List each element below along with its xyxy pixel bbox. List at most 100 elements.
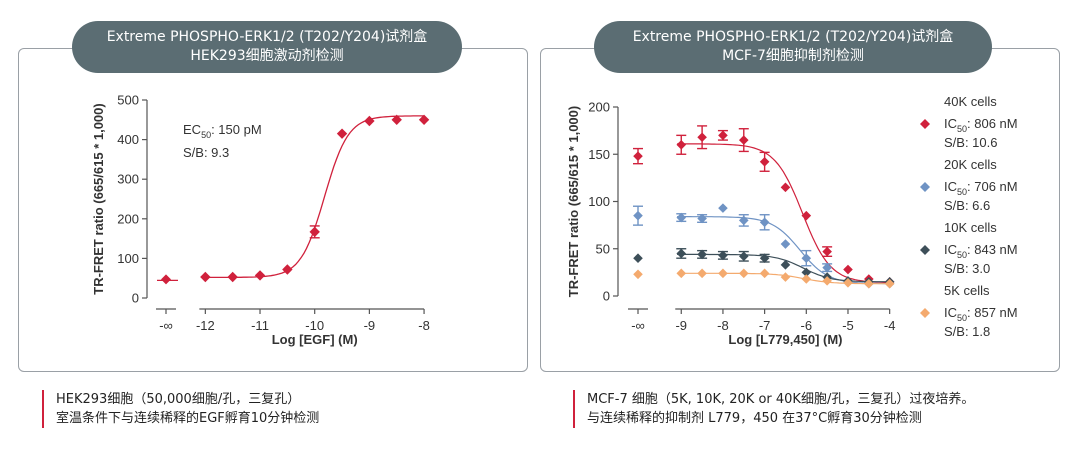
chart1-series0-legend-name: 40K cells <box>944 94 997 109</box>
chart1-series3-point-5 <box>780 272 791 282</box>
chart0-point-8 <box>418 114 430 125</box>
chart0-x-tick-label-2: -10 <box>305 318 324 333</box>
chart1-series1-point-1 <box>697 213 707 224</box>
chart1-series1-legend-marker <box>920 182 930 192</box>
chart1-series1-legend-sb: S/B: 6.6 <box>944 198 990 213</box>
chart1-series2-point-2 <box>718 250 728 261</box>
chart0-x-tick-label-1: -11 <box>251 318 269 333</box>
caption-right: MCF-7 细胞（5K, 10K, 20K or 40K细胞/孔，三复孔）过夜培… <box>573 390 974 428</box>
chart1-series1-point-2 <box>718 203 728 213</box>
chart1-series2-point-6 <box>801 267 812 278</box>
chart1-x-tick-label-3: -6 <box>801 318 813 333</box>
chart0-point-0 <box>200 271 211 283</box>
chart1-series3-point-8 <box>843 277 853 288</box>
chart1-series3-point-9 <box>864 278 874 289</box>
chart1-series3-point-10 <box>884 278 895 289</box>
chart0-y-tick-label-2: 200 <box>117 211 139 226</box>
chart1-series3-point-7 <box>822 276 832 286</box>
chart0-point-4 <box>309 226 320 238</box>
chart-panel-right <box>540 48 1060 372</box>
chart1-series3-point-inf <box>633 269 643 280</box>
chart1-y-tick-label-3: 150 <box>588 147 610 162</box>
chart-title-left-line2: HEK293细胞激动剂检测 <box>190 48 344 64</box>
chart1-series0-legend-ic50: IC50: 806 nM <box>944 116 1018 134</box>
chart1-series3-legend-marker <box>920 308 930 318</box>
chart1-series1-legend-ic50: IC50: 706 nM <box>944 179 1018 197</box>
chart1-x-tick-label-5: -4 <box>884 318 896 333</box>
chart1-series2-legend-marker <box>920 245 930 255</box>
chart1-series1-point-5 <box>780 239 791 249</box>
chart1-series2-point-0 <box>676 248 687 259</box>
chart1-series2-point-5 <box>780 260 791 270</box>
caption-right-line2: 与连续稀释的抑制剂 L779，450 在37°C孵育30分钟检测 <box>587 411 922 426</box>
chart-panel-left <box>18 48 528 372</box>
chart-title-right: Extreme PHOSPHO-ERK1/2 (T202/Y204)试剂盒 MC… <box>594 21 992 73</box>
chart1-y-axis-title: TR-FRET ratio (665/615 * 1,000) <box>566 106 581 297</box>
chart1-series1-point-0 <box>676 212 687 223</box>
chart1-x-tick-label-inf: -∞ <box>631 318 645 333</box>
chart1-y-tick-label-2: 100 <box>588 194 610 209</box>
chart0-point-inf <box>161 274 171 285</box>
caption-left: HEK293细胞（50,000细胞/孔，三复孔） 室温条件下与连续稀释的EGF孵… <box>42 390 319 428</box>
chart1-series1-point-4 <box>759 217 770 228</box>
chart0-point-3 <box>282 264 293 275</box>
chart0-x-tick-label-0: -12 <box>196 318 215 333</box>
chart1-y-tick-label-4: 200 <box>588 100 610 115</box>
chart0-y-axis-title: TR-FRET ratio (665/615 * 1,000) <box>91 103 106 294</box>
chart0-x-axis-title: Log [EGF] (M) <box>272 332 358 347</box>
chart1-series0-legend-sb: S/B: 10.6 <box>944 135 997 150</box>
chart1-series3-point-1 <box>697 268 707 279</box>
chart1-series2-legend-sb: S/B: 3.0 <box>944 261 990 276</box>
chart1-series0-fit-curve <box>677 143 890 284</box>
chart1-series1-point-7 <box>822 262 832 273</box>
chart0-fit-curve <box>205 115 425 279</box>
chart1-series3-point-3 <box>738 268 749 279</box>
chart1-series3-point-6 <box>801 274 812 284</box>
chart-title-right-line2: MCF-7细胞抑制剂检测 <box>722 48 864 64</box>
chart1-series1-point-inf <box>633 210 643 221</box>
chart1-series0-point-1 <box>697 132 707 143</box>
chart1-series1-point-3 <box>738 215 749 226</box>
chart0-y-tick-label-4: 400 <box>117 132 139 147</box>
chart1-series0-legend-marker <box>920 119 930 129</box>
caption-right-line1: MCF-7 细胞（5K, 10K, 20K or 40K细胞/孔，三复孔）过夜培… <box>587 392 975 407</box>
chart1-y-tick-label-0: 0 <box>603 289 610 304</box>
chart0-ec50-label: EC50: 150 pM <box>183 122 262 140</box>
chart1-series2-point-3 <box>738 251 749 262</box>
chart1-series3-point-2 <box>718 268 728 279</box>
chart1-series1-fit-curve <box>677 216 890 285</box>
chart1-x-tick-label-0: -9 <box>675 318 687 333</box>
chart1-series2-point-inf <box>633 253 643 263</box>
chart1-series2-fit-curve <box>677 253 890 283</box>
chart1-series3-point-4 <box>759 268 770 279</box>
chart1-x-tick-label-2: -7 <box>759 318 771 333</box>
chart1-x-tick-label-4: -5 <box>842 318 854 333</box>
chart0-y-tick-label-5: 500 <box>117 93 139 108</box>
chart1-x-axis-title: Log [L779,450] (M) <box>728 332 842 347</box>
chart1-series3-legend-name: 5K cells <box>944 283 990 298</box>
chart1-series2-legend-name: 10K cells <box>944 220 997 235</box>
chart1-series1-legend-name: 20K cells <box>944 157 997 172</box>
chart0-point-5 <box>336 128 348 139</box>
chart1-series0-point-0 <box>676 140 687 150</box>
chart1-y-tick-label-1: 50 <box>596 241 610 256</box>
chart1-series2-point-4 <box>759 253 770 263</box>
chart0-sb-label: S/B: 9.3 <box>183 145 229 160</box>
chart1-series0-point-3 <box>738 135 749 145</box>
chart1-series3-point-0 <box>676 268 687 279</box>
chart1-series0-point-inf <box>633 151 643 161</box>
chart0-point-1 <box>227 271 238 283</box>
chart0-y-tick-label-1: 100 <box>117 251 139 266</box>
chart1-series0-point-8 <box>843 264 853 275</box>
chart1-series2-legend-ic50: IC50: 843 nM <box>944 242 1018 260</box>
chart1-series0-point-5 <box>780 182 791 193</box>
chart0-point-2 <box>254 270 266 281</box>
chart1-x-tick-label-1: -8 <box>717 318 729 333</box>
chart0-y-tick-label-3: 300 <box>117 172 139 187</box>
chart-title-right-line1: Extreme PHOSPHO-ERK1/2 (T202/Y204)试剂盒 <box>632 29 954 45</box>
chart0-x-tick-label-4: -8 <box>418 318 430 333</box>
chart1-series3-legend-ic50: IC50: 857 nM <box>944 305 1018 323</box>
chart0-y-tick-label-0: 0 <box>132 291 139 306</box>
chart1-series0-point-4 <box>759 157 770 167</box>
